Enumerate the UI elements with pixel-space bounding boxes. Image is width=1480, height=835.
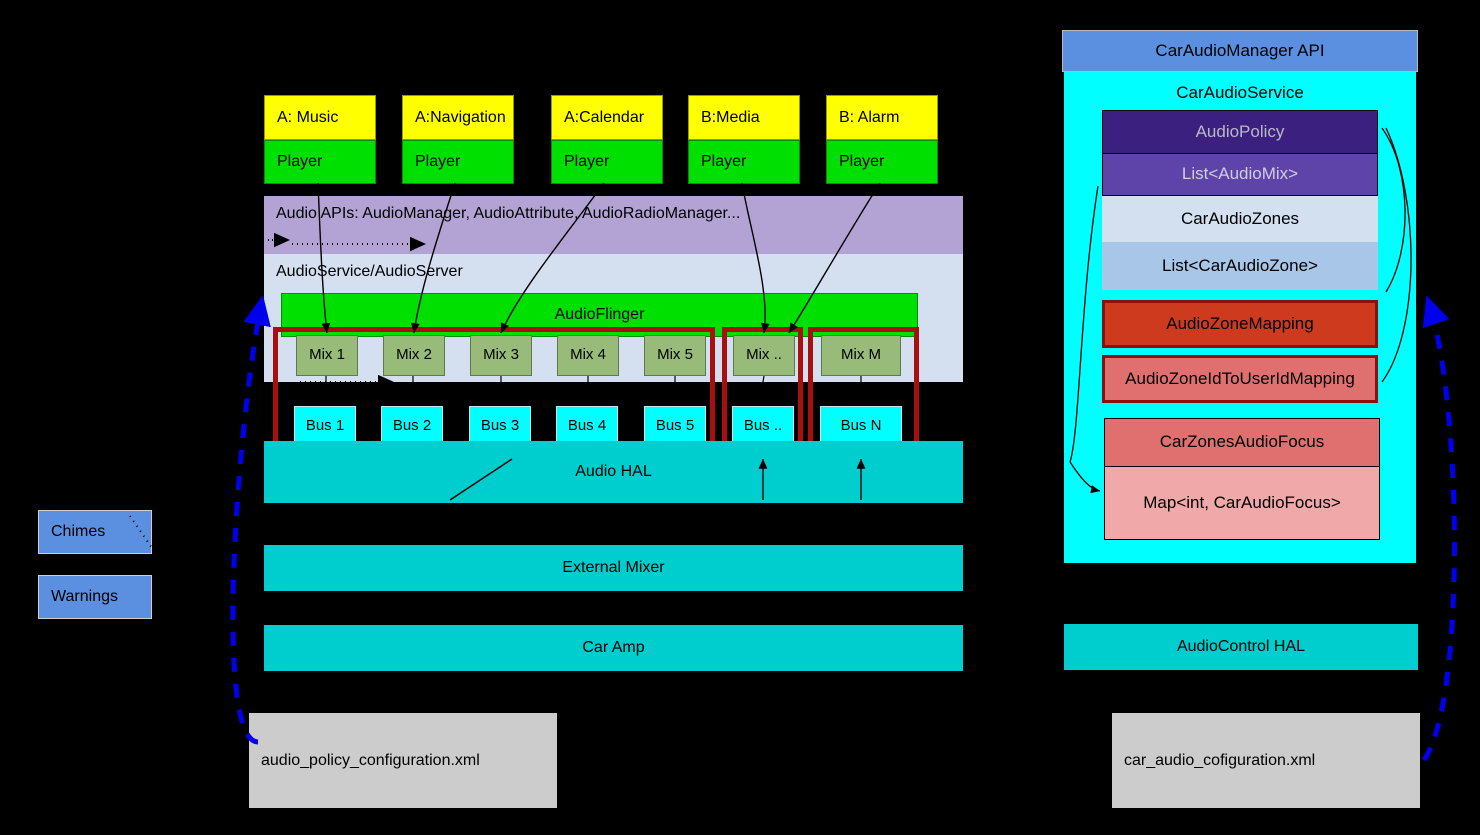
mix-box-0: Mix 1 bbox=[296, 335, 358, 376]
map-car-audio-focus-box: Map<int, CarAudioFocus> bbox=[1104, 466, 1380, 540]
mix-box-1: Mix 2 bbox=[383, 335, 445, 376]
dashed-arc-right-config bbox=[1421, 295, 1457, 762]
audio-hal-box: Audio HAL bbox=[264, 441, 963, 503]
audio-zone-mapping-box: AudioZoneMapping bbox=[1102, 300, 1378, 348]
car-zones-audio-focus-box: CarZonesAudioFocus bbox=[1104, 418, 1380, 466]
app-box-player-3: Player bbox=[688, 140, 800, 184]
audio-apis-band: Audio APIs: AudioManager, AudioAttribute… bbox=[264, 196, 963, 254]
bus-box-5: Bus .. bbox=[732, 406, 794, 446]
car-audio-manager-api-header: CarAudioManager API bbox=[1062, 30, 1418, 72]
chimes-chip: Chimes bbox=[38, 510, 152, 554]
mix-box-5: Mix .. bbox=[733, 335, 795, 376]
audio-zone-id-to-user-id-mapping-box: AudioZoneIdToUserIdMapping bbox=[1102, 355, 1378, 403]
app-box-user-3: B:Media bbox=[688, 95, 800, 140]
app-box-user-2: A:Calendar bbox=[551, 95, 663, 140]
app-box-player-4: Player bbox=[826, 140, 938, 184]
app-box-user-0: A: Music bbox=[264, 95, 376, 140]
audio-mix-list-box: List<AudioMix> bbox=[1102, 153, 1378, 196]
bus-box-2: Bus 3 bbox=[469, 406, 531, 446]
app-box-user-1: A:Navigation bbox=[402, 95, 514, 140]
app-box-user-4: B: Alarm bbox=[826, 95, 938, 140]
mix-box-2: Mix 3 bbox=[470, 335, 532, 376]
car-audio-zones-box: CarAudioZones bbox=[1102, 196, 1378, 242]
bus-box-1: Bus 2 bbox=[381, 406, 443, 446]
bus-box-0: Bus 1 bbox=[294, 406, 356, 446]
dashed-arc-left-config bbox=[230, 295, 271, 745]
audio-policy-box: AudioPolicy bbox=[1102, 110, 1378, 153]
mix-box-6: Mix M bbox=[821, 335, 901, 376]
bus-box-4: Bus 5 bbox=[644, 406, 706, 446]
car-amp-box: Car Amp bbox=[264, 625, 963, 671]
audio-policy-configuration-xml: audio_policy_configuration.xml bbox=[249, 713, 557, 808]
app-box-player-0: Player bbox=[264, 140, 376, 184]
external-mixer-box: External Mixer bbox=[264, 545, 963, 591]
audio-control-hal-box: AudioControl HAL bbox=[1064, 624, 1418, 670]
app-box-player-1: Player bbox=[402, 140, 514, 184]
app-box-player-2: Player bbox=[551, 140, 663, 184]
bus-box-6: Bus N bbox=[820, 406, 902, 446]
warnings-chip: Warnings bbox=[38, 575, 152, 619]
mix-box-3: Mix 4 bbox=[557, 335, 619, 376]
car-audio-configuration-xml: car_audio_cofiguration.xml bbox=[1112, 713, 1420, 808]
car-audio-service-label: CarAudioService bbox=[1176, 82, 1304, 102]
car-audio-zone-list-box: List<CarAudioZone> bbox=[1102, 242, 1378, 290]
mix-box-4: Mix 5 bbox=[644, 335, 706, 376]
